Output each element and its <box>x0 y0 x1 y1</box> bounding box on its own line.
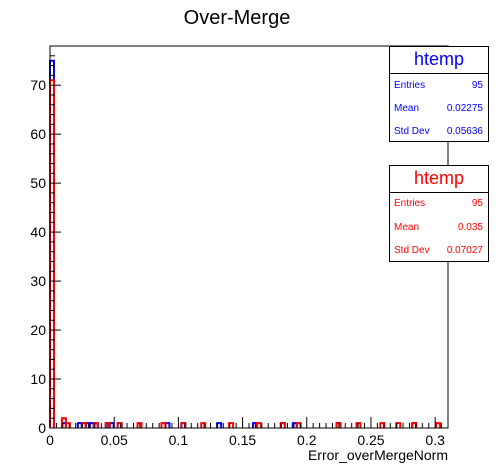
x-tick-label: 0.05 <box>101 432 128 448</box>
histogram-bin <box>49 79 55 428</box>
stats-value: 95 <box>471 80 483 91</box>
histogram-bin <box>180 422 187 428</box>
stats-value: 0.07027 <box>446 245 483 256</box>
x-tick-label: 0.15 <box>229 432 256 448</box>
histogram-bin <box>160 422 167 428</box>
y-tick-label: 60 <box>30 126 46 142</box>
stats-label: Entries <box>394 198 426 209</box>
histogram-bin <box>228 422 235 428</box>
x-axis: 0 0.05 0.1 0.15 0.2 0.25 0.3 <box>46 417 449 448</box>
histogram-bin <box>64 422 71 428</box>
stats-value: 0.05636 <box>446 126 483 137</box>
stats-box-title: htemp <box>413 49 465 69</box>
histogram-bin <box>435 422 442 428</box>
y-tick-label: 40 <box>30 224 46 240</box>
stats-box-title: htemp <box>413 168 465 188</box>
y-axis: 0 10 20 30 40 50 60 70 <box>30 45 61 436</box>
stats-value: 0.02275 <box>446 103 483 114</box>
stats-label: Mean <box>394 222 420 233</box>
stats-label: Mean <box>394 103 420 114</box>
series-0 <box>49 59 418 428</box>
x-tick-label: 0.2 <box>297 432 317 448</box>
stats-label: Std Dev <box>394 126 430 137</box>
x-tick-label: 0.1 <box>169 432 189 448</box>
series-1 <box>49 79 442 428</box>
x-tick-label: 0.25 <box>357 432 384 448</box>
stats-label: Std Dev <box>394 245 430 256</box>
stats-box-blue: htemp Entries 95 Mean 0.02275 Std Dev 0.… <box>389 46 489 142</box>
stats-box-divider <box>390 73 488 74</box>
plot-area <box>49 59 442 428</box>
y-tick-label: 30 <box>30 273 46 289</box>
x-tick-label: 0 <box>46 432 54 448</box>
x-tick-label: 0.3 <box>425 432 445 448</box>
y-tick-label: 50 <box>30 175 46 191</box>
histogram-bin <box>200 422 207 428</box>
stats-value: 0.035 <box>457 222 483 233</box>
histogram-bin <box>216 422 223 428</box>
stats-label: Entries <box>394 80 426 91</box>
histogram-bin <box>255 422 262 428</box>
y-tick-label: 20 <box>30 322 46 338</box>
histogram-bin <box>116 422 123 428</box>
histogram-bin <box>379 422 386 428</box>
stats-value: 95 <box>471 198 483 209</box>
stats-box-red: htemp Entries 95 Mean 0.035 Std Dev 0.07… <box>389 165 489 262</box>
x-axis-label: Error_overMergeNorm <box>308 447 448 463</box>
y-tick-label: 10 <box>30 371 46 387</box>
stats-box-divider <box>390 192 488 193</box>
y-tick-label: 0 <box>38 420 46 436</box>
y-tick-label: 70 <box>30 77 46 93</box>
chart-title: Over-Merge <box>184 7 291 29</box>
histogram-bin <box>92 422 99 428</box>
